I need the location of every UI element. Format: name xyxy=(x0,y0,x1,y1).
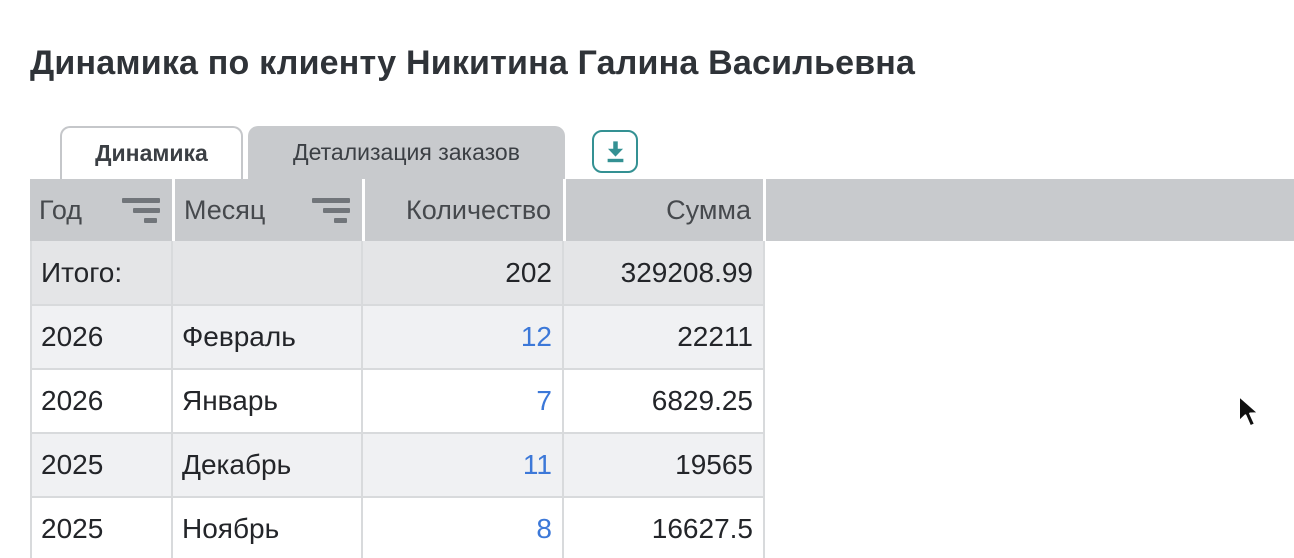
year-cell: 2025 xyxy=(32,498,173,558)
total-sum-cell: 329208.99 xyxy=(620,256,753,288)
quantity-link[interactable]: 8 xyxy=(536,513,552,544)
year-cell: 2025 xyxy=(32,434,173,496)
table-row: 2025 Декабрь 11 19565 xyxy=(32,434,763,498)
tab-order-details[interactable]: Детализация заказов xyxy=(248,126,565,179)
year-cell: 2026 xyxy=(32,306,173,368)
quantity-cell: 11 xyxy=(363,434,564,496)
column-header-month: Месяц xyxy=(175,179,362,241)
year-cell: 2026 xyxy=(32,370,173,432)
column-header-quantity: Количество xyxy=(365,179,563,241)
tab-dynamics-label: Динамика xyxy=(95,140,208,166)
tab-order-details-label: Детализация заказов xyxy=(293,139,520,165)
column-header-quantity-label: Количество xyxy=(406,194,551,225)
sum-cell: 19565 xyxy=(675,449,753,480)
month-cell: Февраль xyxy=(173,306,363,368)
dynamics-table: Год Месяц Количество Сумма Итого: 202 32… xyxy=(30,179,1294,558)
table-row: 2026 Январь 7 6829.25 xyxy=(32,370,763,434)
sum-cell: 6829.25 xyxy=(651,385,753,416)
month-cell: Ноябрь xyxy=(173,498,363,558)
download-button[interactable] xyxy=(592,130,638,173)
column-header-year-label: Год xyxy=(39,194,82,225)
column-header-month-label: Месяц xyxy=(184,194,266,225)
tab-dynamics[interactable]: Динамика xyxy=(60,126,243,179)
filter-icon[interactable] xyxy=(312,197,350,223)
sum-cell: 16627.5 xyxy=(651,513,753,544)
table-row: 2025 Ноябрь 8 16627.5 xyxy=(32,498,763,558)
total-quantity-cell: 202 xyxy=(363,241,564,304)
column-header-year: Год xyxy=(30,179,172,241)
tab-bar: Динамика Детализация заказов xyxy=(60,126,638,179)
total-month-cell xyxy=(173,241,363,304)
month-cell: Январь xyxy=(173,370,363,432)
month-cell: Декабрь xyxy=(173,434,363,496)
total-label-cell: Итого: xyxy=(32,241,173,304)
column-header-sum-label: Сумма xyxy=(666,194,751,225)
quantity-cell: 12 xyxy=(363,306,564,368)
table-row: 2026 Февраль 12 22211 xyxy=(32,306,763,370)
sum-cell: 22211 xyxy=(677,321,753,352)
table-header-filler xyxy=(766,179,1294,241)
quantity-cell: 8 xyxy=(363,498,564,558)
quantity-link[interactable]: 7 xyxy=(536,385,552,416)
quantity-link[interactable]: 12 xyxy=(520,321,552,352)
table-header-row: Год Месяц Количество Сумма xyxy=(30,179,1294,241)
filter-icon[interactable] xyxy=(122,197,160,223)
page-title: Динамика по клиенту Никитина Галина Васи… xyxy=(30,44,916,82)
download-icon xyxy=(602,138,629,165)
quantity-cell: 7 xyxy=(363,370,564,432)
table-total-row: Итого: 202 329208.99 xyxy=(32,241,763,306)
quantity-link[interactable]: 11 xyxy=(522,449,552,480)
column-header-sum: Сумма xyxy=(566,179,763,241)
table-body: Итого: 202 329208.99 2026 Февраль 12 222… xyxy=(30,241,765,558)
